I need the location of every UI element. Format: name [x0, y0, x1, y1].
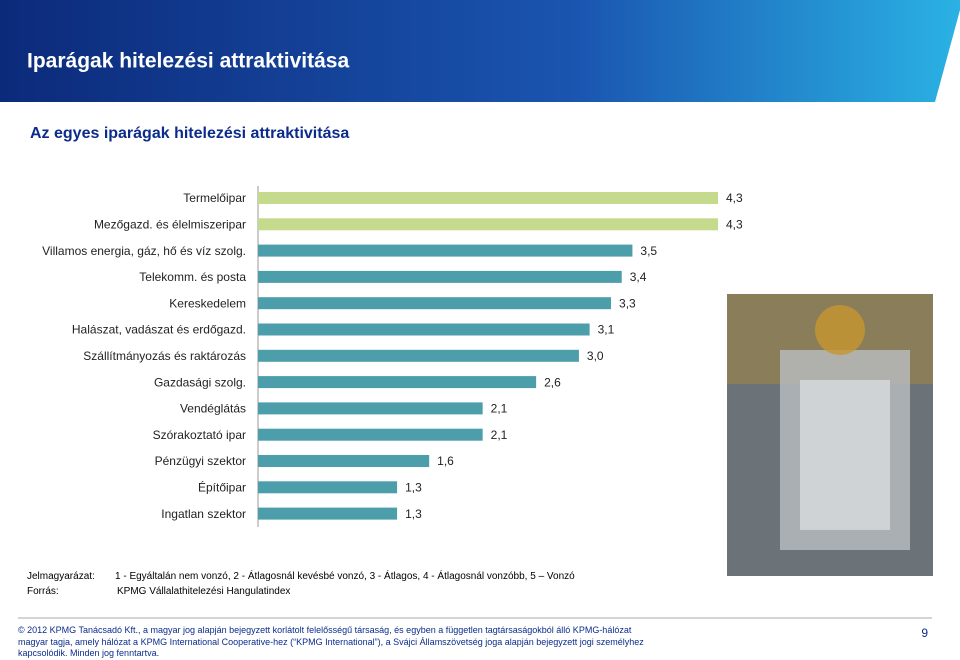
chart-title: Az egyes iparágak hitelezési attraktivit… [30, 125, 349, 142]
bar [258, 218, 718, 231]
value-label: 2,6 [544, 375, 561, 389]
footer-line: © 2012 KPMG Tanácsadó Kft., a magyar jog… [18, 625, 632, 635]
header-band [0, 0, 960, 102]
bar [258, 323, 590, 336]
value-label: 4,3 [726, 191, 743, 205]
photo [727, 294, 933, 576]
category-label: Kereskedelem [169, 296, 246, 310]
bar [258, 270, 622, 283]
footer: © 2012 KPMG Tanácsadó Kft., a magyar jog… [18, 625, 644, 660]
category-label: Halászat, vadászat és erdőgazd. [72, 323, 246, 337]
category-label: Szórakoztató ipar [153, 428, 246, 442]
legend-text: 1 - Egyáltalán nem vonzó, 2 - Átlagosnál… [115, 571, 575, 582]
bar [258, 428, 483, 441]
value-label: 3,4 [630, 270, 647, 284]
bar [258, 297, 612, 310]
value-label: 4,3 [726, 217, 743, 231]
category-label: Építőipar [198, 479, 246, 494]
value-label: 2,1 [491, 428, 508, 442]
value-label: 1,3 [405, 480, 422, 494]
value-label: 3,5 [640, 244, 657, 258]
category-label: Termelőipar [183, 191, 246, 205]
category-label: Szállítmányozás és raktározás [83, 349, 246, 363]
value-label: 3,0 [587, 349, 604, 363]
value-label: 1,6 [437, 454, 454, 468]
bar [258, 192, 718, 204]
page-number: 9 [921, 626, 928, 640]
value-label: 1,3 [405, 507, 422, 521]
page-title: Iparágak hitelezési attraktivitása [27, 50, 349, 73]
value-label: 2,1 [491, 402, 508, 416]
category-label: Vendéglátás [180, 402, 246, 416]
bar [258, 481, 398, 494]
footer-line: kapcsolódik. Minden jog fenntartva. [18, 648, 160, 658]
bar [258, 402, 483, 415]
category-label: Mezőgazd. és élelmiszeripar [94, 217, 246, 231]
bar [258, 244, 633, 257]
bar [258, 455, 430, 467]
bar [258, 376, 537, 389]
category-label: Pénzügyi szektor [155, 454, 246, 468]
source-text: KPMG Vállalathitelezési Hangulatindex [117, 586, 291, 597]
footer-line: magyar tagja, amely hálózat a KPMG Inter… [18, 636, 644, 647]
value-label: 3,3 [619, 296, 636, 310]
category-label: Gazdasági szolg. [154, 375, 246, 389]
bar [258, 507, 398, 520]
category-label: Ingatlan szektor [161, 507, 246, 521]
value-label: 3,1 [598, 323, 615, 337]
category-label: Villamos energia, gáz, hő és víz szolg. [42, 244, 246, 258]
legend-label: Jelmagyarázat: [27, 571, 95, 582]
source-label: Forrás: [27, 586, 59, 597]
bar [258, 349, 579, 362]
category-label: Telekomm. és posta [139, 270, 246, 284]
